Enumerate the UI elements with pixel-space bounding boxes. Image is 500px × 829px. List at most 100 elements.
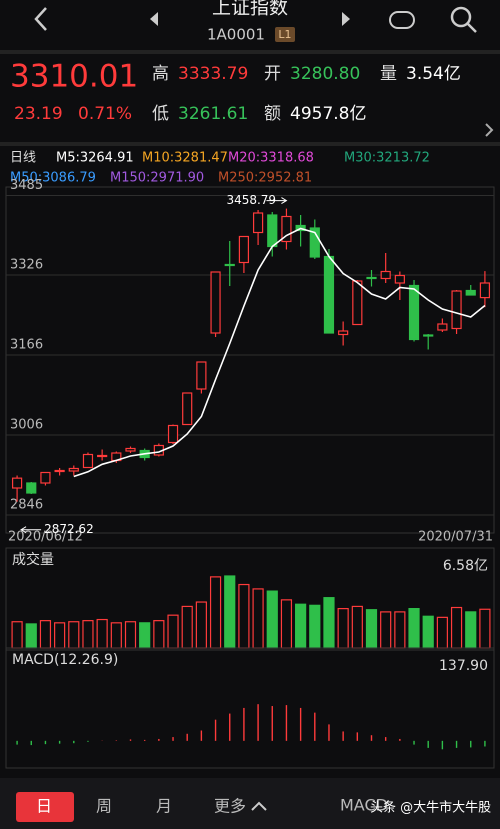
volume-bar xyxy=(422,615,434,649)
watermark: 头条 @大牛市大牛股 xyxy=(370,800,491,816)
candle-body xyxy=(196,361,207,390)
volume-bar xyxy=(238,583,250,649)
candle-body xyxy=(437,323,448,331)
candle-body xyxy=(238,235,250,264)
volume-bar xyxy=(309,604,321,649)
volume-bar xyxy=(408,608,420,649)
volume-bar xyxy=(82,620,94,649)
change-pct: 0.71% xyxy=(78,104,132,124)
expand-arrow[interactable] xyxy=(485,123,494,137)
volume-bar xyxy=(110,622,122,649)
open: 3280.80 xyxy=(290,64,360,84)
candle-body xyxy=(182,392,193,426)
panel-frame xyxy=(5,186,495,534)
annotation: 3458.79 xyxy=(226,193,276,207)
period: 日线 xyxy=(10,151,36,166)
volume-bar xyxy=(39,620,52,649)
prev-button[interactable] xyxy=(150,12,158,26)
volume-bar xyxy=(323,597,335,649)
y-tick-label: 6.58亿 xyxy=(443,558,488,574)
candle-body xyxy=(125,447,136,452)
tab-bar xyxy=(0,778,500,829)
volume-bar xyxy=(54,622,66,649)
search-icon[interactable] xyxy=(450,6,472,28)
panel-title: 成交量 xyxy=(12,551,54,568)
robot-icon[interactable] xyxy=(389,11,415,29)
volume-bar xyxy=(68,621,80,649)
volume-bar xyxy=(96,618,108,649)
open-label: 开 xyxy=(264,64,281,84)
candle-body xyxy=(40,471,51,484)
volume-bar xyxy=(224,575,236,649)
volume-bar xyxy=(139,622,151,649)
candle-body xyxy=(252,212,264,234)
back-button[interactable] xyxy=(34,7,47,31)
candle-body xyxy=(394,274,405,284)
volume-bar xyxy=(153,620,165,649)
next-button[interactable] xyxy=(342,12,350,26)
low: 3261.61 xyxy=(178,104,248,124)
y-tick-label: 3166 xyxy=(10,338,43,353)
candle-body xyxy=(224,263,235,267)
volume-bar xyxy=(436,616,448,649)
volume-bar xyxy=(25,623,37,649)
y-tick-label: 3326 xyxy=(10,258,43,273)
candle-body xyxy=(309,227,320,258)
y-tick-label: 137.90 xyxy=(439,658,488,674)
candle-body xyxy=(167,424,179,444)
candle-body xyxy=(451,290,462,330)
tab-active-bg xyxy=(16,792,74,822)
separator xyxy=(0,142,500,146)
volume-bar xyxy=(337,608,349,649)
amount: 4957.8亿 xyxy=(290,104,366,124)
annotation-arrow xyxy=(20,526,42,534)
candle-body xyxy=(338,330,349,336)
ma-legend-item: M50:3086.79 xyxy=(10,171,96,186)
ma-legend-item: M5:3264.91 xyxy=(56,151,134,166)
ma-legend-item: M30:3213.72 xyxy=(344,151,430,166)
volume-bar xyxy=(280,599,293,649)
candle-body xyxy=(423,334,434,337)
volume-bar xyxy=(394,611,406,649)
price: 3310.01 xyxy=(10,59,138,95)
volume-bar xyxy=(195,601,207,649)
panel-title: MACD(12.26.9) xyxy=(12,652,118,668)
high-label: 高 xyxy=(152,64,169,84)
annotation: 2872.62 xyxy=(44,522,94,536)
y-tick-label: 3006 xyxy=(10,418,43,433)
candle-body xyxy=(11,477,23,489)
candle-body xyxy=(68,467,79,472)
badge-bg xyxy=(275,27,295,42)
volume-label: 量 xyxy=(380,64,397,84)
high: 3333.79 xyxy=(178,64,248,84)
candle-body xyxy=(210,271,221,334)
volume-bar xyxy=(209,576,222,649)
volume-bar xyxy=(124,621,137,649)
candle-body xyxy=(281,215,292,243)
tab[interactable]: 更多 xyxy=(214,797,246,816)
ma-legend-item: M250:2952.81 xyxy=(218,171,312,186)
ma5-line xyxy=(73,227,486,478)
code: 1A0001 xyxy=(207,26,265,44)
ma-legend-item: M150:2971.90 xyxy=(110,171,204,186)
candle-body xyxy=(97,454,108,458)
annotation-arrow xyxy=(266,197,288,205)
tab[interactable]: 月 xyxy=(156,797,172,816)
tabs xyxy=(16,792,74,822)
candle-body xyxy=(408,284,420,341)
candle-body xyxy=(479,282,491,299)
ma-legend-item: M10:3281.47 xyxy=(142,151,228,166)
candle-body xyxy=(267,214,278,248)
separator xyxy=(0,50,500,54)
panel-frame xyxy=(5,547,495,651)
candle-body xyxy=(26,482,37,494)
volume-bar xyxy=(266,590,278,649)
amount-label: 额 xyxy=(264,104,281,124)
tab[interactable]: 周 xyxy=(96,797,112,816)
volume-bar xyxy=(351,605,363,649)
volume-bar xyxy=(380,611,392,649)
candle-body xyxy=(54,469,65,473)
candle-body xyxy=(380,270,391,280)
tab[interactable]: 日 xyxy=(36,797,52,816)
